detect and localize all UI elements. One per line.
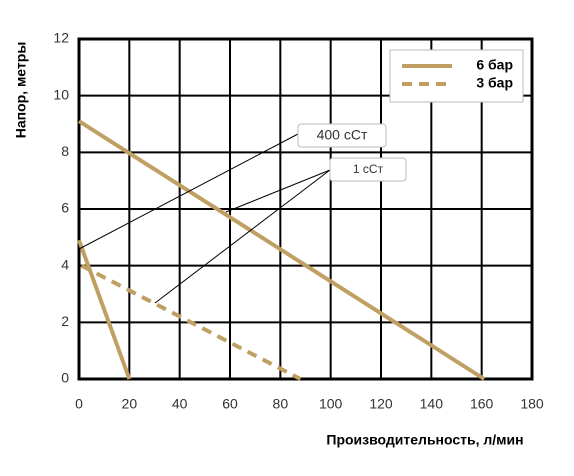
series-line xyxy=(77,119,486,381)
y-axis-label: Напор, метры xyxy=(13,42,29,139)
y-tick-label: 0 xyxy=(61,370,69,386)
annotation-box xyxy=(297,123,387,148)
x-tick-label: 80 xyxy=(273,396,289,412)
annotation: 400 сСт xyxy=(317,127,368,143)
x-tick-label: 20 xyxy=(122,396,138,412)
x-axis-label: Производительность, л/мин xyxy=(326,432,523,448)
legend-box xyxy=(389,49,524,103)
x-tick-label: 180 xyxy=(520,396,544,412)
annotation-pointer xyxy=(154,169,331,304)
series-line xyxy=(80,263,302,381)
x-tick-label: 140 xyxy=(420,396,444,412)
annotation-pointer xyxy=(78,133,299,250)
annotations: 400 сСт 1 сСт xyxy=(78,123,407,304)
x-tick-label: 120 xyxy=(369,396,393,412)
x-tick-label: 40 xyxy=(172,396,188,412)
series-line xyxy=(77,239,132,380)
x-tick-label: 100 xyxy=(319,396,343,412)
annotation-pointer xyxy=(225,169,331,213)
legend-label: 3 бар xyxy=(476,75,513,91)
x-tick-label: 0 xyxy=(75,396,83,412)
y-tick-label: 10 xyxy=(53,86,69,102)
y-tick-label: 2 xyxy=(61,313,69,329)
x-tick-label: 160 xyxy=(470,396,494,412)
y-tick-label: 6 xyxy=(61,200,69,216)
y-tick-label: 12 xyxy=(53,30,69,46)
legend: 6 бар 3 бар xyxy=(389,49,524,103)
x-tick-label: 60 xyxy=(222,396,238,412)
annotation: 1 сСт xyxy=(353,162,384,176)
legend-label: 6 бар xyxy=(476,57,513,73)
y-tick-label: 4 xyxy=(61,256,69,272)
plot-border xyxy=(77,37,534,381)
y-tick-label: 8 xyxy=(61,143,69,159)
annotation-box xyxy=(329,157,407,182)
